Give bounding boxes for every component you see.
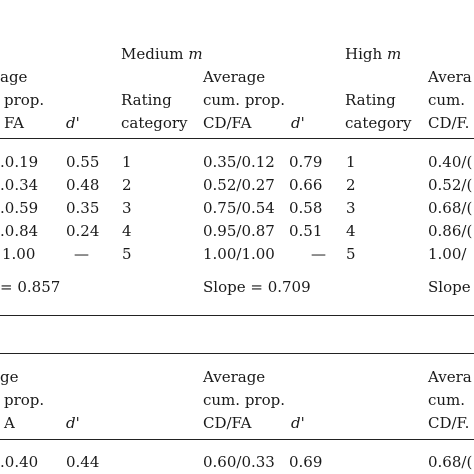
top-row-1-med-cat: 1 <box>122 153 132 171</box>
high-group-var: m <box>386 45 402 63</box>
top-row-2-med-d: 0.66 <box>289 176 323 194</box>
top-row-5-high-cat: 5 <box>346 245 356 263</box>
high-cdfa-header: CD/F. <box>428 114 470 132</box>
high-group-heading: High m <box>345 47 401 62</box>
top-row-3-left-d: 0.35 <box>66 199 100 217</box>
left-avg-header: age <box>0 68 28 86</box>
medium-group-label: Medium <box>121 45 184 63</box>
top-row-4-high-cat: 4 <box>346 222 356 240</box>
top-row-3-left-cdfa: .0.59 <box>0 199 39 217</box>
top-row-5-high-cdfa: 1.00/ <box>428 245 467 263</box>
top-row-2-left-cdfa: .0.34 <box>0 176 39 194</box>
top-row-5-med-cdfa: 1.00/1.00 <box>203 245 275 263</box>
top-row-4-high-cdfa: 0.86/( <box>428 222 473 240</box>
medium-rating-header-1: Rating <box>121 91 172 109</box>
top-table-bottom-rule <box>0 315 474 316</box>
top-row-1-med-d: 0.79 <box>289 153 323 171</box>
top-row-1-med-cdfa: 0.35/0.12 <box>203 153 275 171</box>
top-row-1-high-cat: 1 <box>346 153 356 171</box>
high-rating-header-2: category <box>345 114 412 132</box>
top-row-2-med-cat: 2 <box>122 176 132 194</box>
bottom-left-cdfa-header: A <box>4 414 15 432</box>
top-row-3-med-d: 0.58 <box>289 199 323 217</box>
medium-avg-header-2: cum. prop. <box>203 91 285 109</box>
left-dprime-header: d' <box>66 114 80 132</box>
top-row-3-med-cdfa: 0.75/0.54 <box>203 199 275 217</box>
bottom-row-1-left-cdfa: .0.40 <box>0 453 39 471</box>
top-row-5-med-d: — <box>311 245 326 263</box>
bottom-left-dprime-header: d' <box>66 414 80 432</box>
high-rating-header-1: Rating <box>345 91 396 109</box>
top-row-2-med-cdfa: 0.52/0.27 <box>203 176 275 194</box>
bottom-row-1-high-cdfa: 0.68/( <box>428 453 473 471</box>
top-row-4-left-cdfa: .0.84 <box>0 222 39 240</box>
top-row-2-high-cat: 2 <box>346 176 356 194</box>
bottom-header-rule <box>0 439 474 440</box>
top-row-4-med-cdfa: 0.95/0.87 <box>203 222 275 240</box>
bottom-row-1-med-cdfa: 0.60/0.33 <box>203 453 275 471</box>
top-row-5-left-cdfa: 1.00 <box>2 245 36 263</box>
medium-rating-header-2: category <box>121 114 188 132</box>
bottom-medium-avg-header-2: cum. prop. <box>203 391 285 409</box>
high-avg-header-2: cum. <box>428 91 466 109</box>
left-cum-header: prop. <box>4 91 45 109</box>
bottom-table-top-rule <box>0 353 474 354</box>
top-row-1-left-cdfa: .0.19 <box>0 153 39 171</box>
bottom-medium-cdfa-header: CD/FA <box>203 414 252 432</box>
top-row-3-med-cat: 3 <box>122 199 132 217</box>
medium-cdfa-header: CD/FA <box>203 114 252 132</box>
top-row-3-high-cat: 3 <box>346 199 356 217</box>
medium-group-heading: Medium m <box>121 47 203 62</box>
top-row-2-high-cdfa: 0.52/( <box>428 176 473 194</box>
top-row-3-high-cdfa: 0.68/( <box>428 199 473 217</box>
medium-dprime-header: d' <box>291 114 305 132</box>
high-avg-header-1: Avera <box>428 68 472 86</box>
top-row-5-left-d: — <box>74 245 89 263</box>
bottom-row-1-left-d: 0.44 <box>66 453 100 471</box>
left-cdfa-header: FA <box>4 114 24 132</box>
high-slope: Slope <box>428 278 471 296</box>
left-slope: = 0.857 <box>0 278 61 296</box>
bottom-high-avg-header-2: cum. <box>428 391 466 409</box>
top-row-4-med-d: 0.51 <box>289 222 323 240</box>
bottom-left-avg-header: ge <box>0 368 19 386</box>
top-row-2-left-d: 0.48 <box>66 176 100 194</box>
medium-slope: Slope = 0.709 <box>203 278 311 296</box>
medium-avg-header-1: Average <box>203 68 266 86</box>
bottom-medium-dprime-header: d' <box>291 414 305 432</box>
bottom-left-cum-header: prop. <box>4 391 45 409</box>
top-row-5-med-cat: 5 <box>122 245 132 263</box>
top-row-4-med-cat: 4 <box>122 222 132 240</box>
bottom-medium-avg-header-1: Average <box>203 368 266 386</box>
high-group-label: High <box>345 45 383 63</box>
top-row-1-high-cdfa: 0.40/( <box>428 153 473 171</box>
top-row-4-left-d: 0.24 <box>66 222 100 240</box>
bottom-row-1-med-d: 0.69 <box>289 453 323 471</box>
medium-group-var: m <box>188 45 203 63</box>
top-header-rule <box>0 138 474 139</box>
bottom-high-cdfa-header: CD/F. <box>428 414 470 432</box>
bottom-high-avg-header-1: Avera <box>428 368 472 386</box>
top-row-1-left-d: 0.55 <box>66 153 100 171</box>
